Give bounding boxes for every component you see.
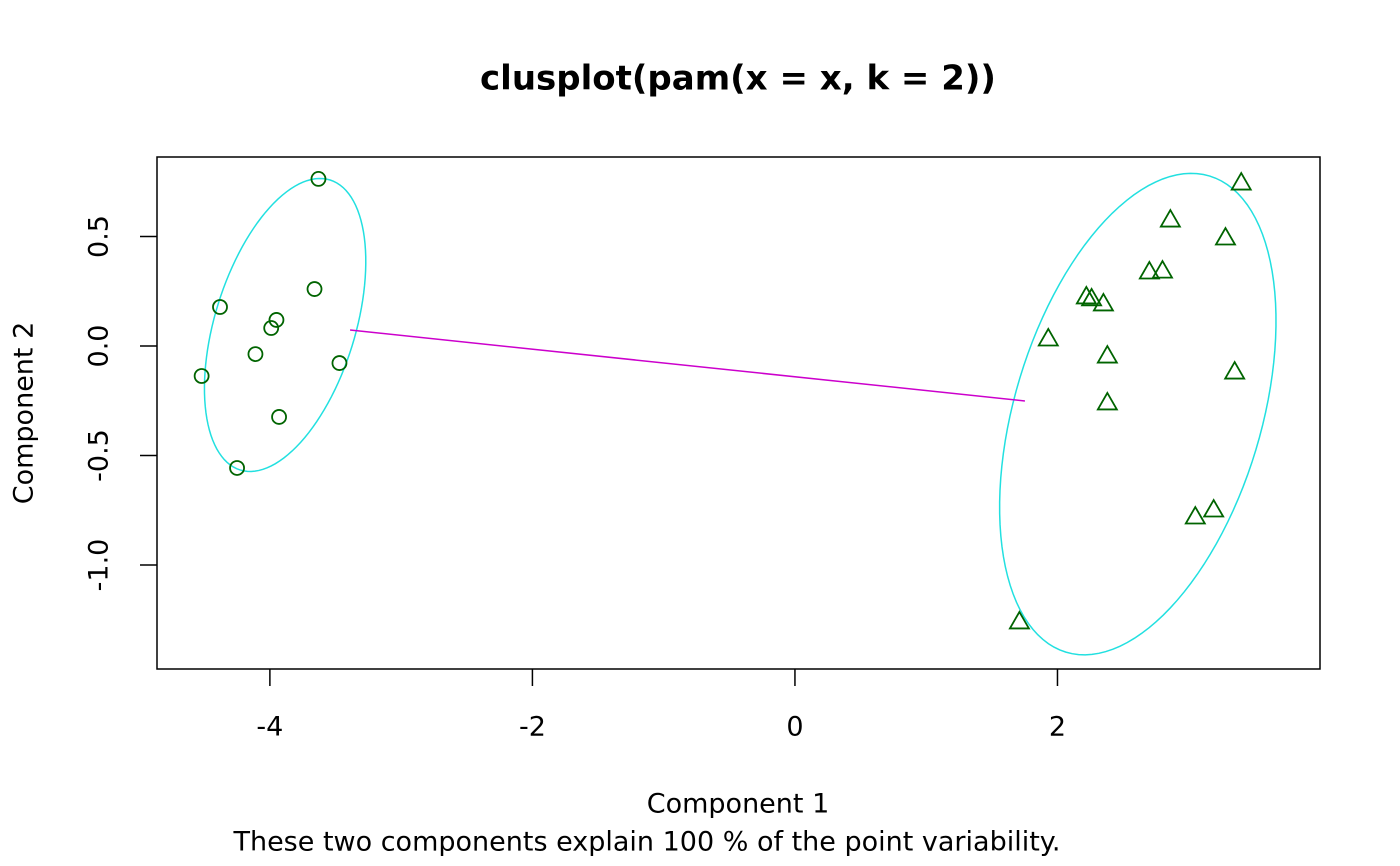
point-triangle [1092, 292, 1115, 312]
point-circle [271, 409, 287, 425]
x-tick-label: -2 [519, 712, 546, 743]
point-triangle [1184, 505, 1207, 525]
point-triangle [1230, 171, 1253, 191]
note: These two components explain 100 % of th… [232, 827, 1060, 858]
point-circle [306, 281, 323, 297]
point-circle [193, 368, 210, 384]
point-triangle [1223, 360, 1246, 380]
cluster-ellipse [203, 177, 367, 473]
point-circle [247, 346, 264, 362]
point-circle [263, 320, 280, 336]
plot-frame [156, 156, 1321, 670]
point-circle [229, 460, 245, 476]
point-triangle [1202, 498, 1225, 518]
y-tick-label: -0.5 [84, 429, 115, 482]
point-circle [310, 170, 327, 187]
point-circle [212, 299, 228, 315]
point-triangle [1075, 285, 1098, 305]
x-tick-label: 0 [786, 712, 803, 743]
cluster-ellipse [998, 172, 1277, 656]
y-axis-label: Component 2 [9, 322, 40, 505]
point-triangle [1138, 260, 1161, 280]
point-triangle [1008, 610, 1031, 630]
point-circle [268, 312, 285, 328]
point-triangle [1080, 287, 1103, 307]
y-tick-label: -1.0 [84, 539, 115, 592]
y-tick-label: 0.5 [84, 215, 115, 258]
point-circle [331, 355, 348, 371]
x-axis-label: Component 1 [647, 789, 830, 820]
point-triangle [1159, 208, 1182, 228]
chart-title: clusplot(pam(x = x, k = 2)) [480, 59, 996, 99]
x-tick-label: -4 [256, 712, 283, 743]
point-triangle [1096, 344, 1119, 364]
cluster-distance-line [350, 329, 1025, 402]
point-triangle [1096, 391, 1119, 411]
y-tick-label: 0.0 [84, 325, 115, 368]
point-triangle [1037, 327, 1060, 347]
point-triangle [1151, 259, 1174, 279]
point-triangle [1214, 226, 1237, 246]
x-tick-label: 2 [1049, 712, 1066, 743]
